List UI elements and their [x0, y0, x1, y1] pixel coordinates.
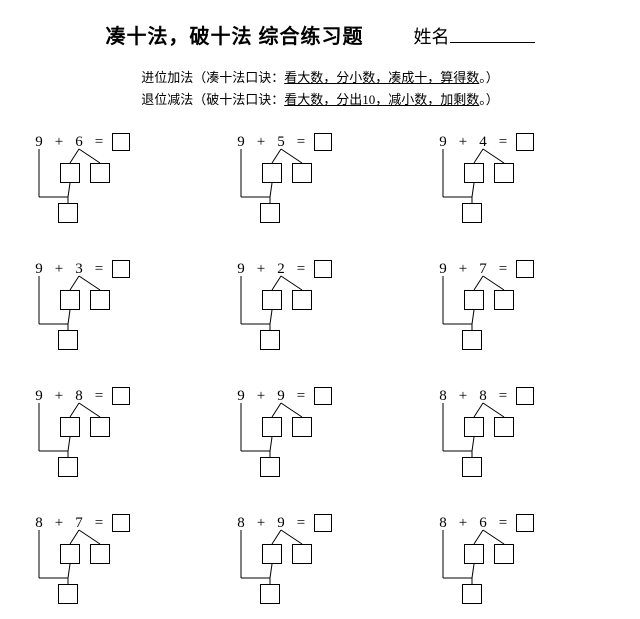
split-box-right[interactable] [90, 417, 110, 437]
split-box-right[interactable] [90, 290, 110, 310]
split-box-right[interactable] [494, 163, 514, 183]
split-box-right[interactable] [292, 163, 312, 183]
intermediate-result-box[interactable] [462, 330, 482, 350]
problem-cell: 9+9= [234, 387, 404, 482]
intermediate-result-box[interactable] [58, 457, 78, 477]
problem-cell: 8+9= [234, 514, 404, 609]
split-box-right[interactable] [494, 290, 514, 310]
split-box-left[interactable] [60, 417, 80, 437]
intermediate-result-box[interactable] [260, 203, 280, 223]
hint2-prefix: 退位减法（破十法口诀： [141, 92, 284, 107]
problem-cell: 9+2= [234, 260, 404, 355]
split-box-right[interactable] [494, 417, 514, 437]
intermediate-result-box[interactable] [462, 457, 482, 477]
problem-cell: 8+8= [436, 387, 606, 482]
intermediate-result-box[interactable] [462, 203, 482, 223]
split-box-left[interactable] [60, 544, 80, 564]
hint2-suffix: 。） [479, 92, 499, 107]
problem-cell: 9+3= [32, 260, 202, 355]
worksheet-page: 凑十法，破十法 综合练习题 姓名 进位加法（凑十法口诀：看大数，分小数，凑成十，… [0, 0, 640, 619]
split-box-left[interactable] [262, 417, 282, 437]
split-box-left[interactable] [464, 544, 484, 564]
split-box-right[interactable] [292, 544, 312, 564]
intermediate-result-box[interactable] [260, 457, 280, 477]
problem-cell: 9+5= [234, 133, 404, 228]
intermediate-result-box[interactable] [260, 330, 280, 350]
problems-grid: 9+6= 9+5= 9+4= 9+3= 9+2= 9+7= 9+8= 9+9= 8+8= 8+7=… [30, 133, 610, 609]
hint1-suffix: 。） [479, 70, 499, 85]
problem-cell: 9+8= [32, 387, 202, 482]
hint1-prefix: 进位加法（凑十法口诀： [141, 70, 284, 85]
problem-cell: 9+4= [436, 133, 606, 228]
problem-cell: 8+6= [436, 514, 606, 609]
split-box-right[interactable] [494, 544, 514, 564]
intermediate-result-box[interactable] [58, 330, 78, 350]
split-box-left[interactable] [464, 290, 484, 310]
intermediate-result-box[interactable] [462, 584, 482, 604]
hint1-underlined: 看大数，分小数，凑成十，算得数 [284, 70, 479, 85]
page-title: 凑十法，破十法 综合练习题 [106, 20, 364, 49]
problem-cell: 9+6= [32, 133, 202, 228]
split-box-right[interactable] [90, 544, 110, 564]
name-label: 姓名 [414, 23, 450, 49]
split-box-left[interactable] [464, 417, 484, 437]
split-box-right[interactable] [292, 417, 312, 437]
hint-addition: 进位加法（凑十法口诀：看大数，分小数，凑成十，算得数。） [30, 67, 610, 89]
hints-block: 进位加法（凑十法口诀：看大数，分小数，凑成十，算得数。） 退位减法（破十法口诀：… [30, 67, 610, 111]
intermediate-result-box[interactable] [58, 203, 78, 223]
header: 凑十法，破十法 综合练习题 姓名 [30, 20, 610, 49]
split-box-left[interactable] [60, 163, 80, 183]
split-box-left[interactable] [262, 163, 282, 183]
split-box-right[interactable] [292, 290, 312, 310]
split-box-left[interactable] [262, 290, 282, 310]
name-input-line[interactable] [450, 25, 535, 43]
name-field: 姓名 [414, 23, 535, 49]
split-box-left[interactable] [262, 544, 282, 564]
intermediate-result-box[interactable] [58, 584, 78, 604]
hint-subtraction: 退位减法（破十法口诀：看大数，分出10，减小数，加剩数。） [30, 89, 610, 111]
intermediate-result-box[interactable] [260, 584, 280, 604]
split-box-left[interactable] [464, 163, 484, 183]
problem-cell: 8+7= [32, 514, 202, 609]
problem-cell: 9+7= [436, 260, 606, 355]
split-box-right[interactable] [90, 163, 110, 183]
split-box-left[interactable] [60, 290, 80, 310]
hint2-underlined: 看大数，分出10，减小数，加剩数 [284, 92, 479, 107]
